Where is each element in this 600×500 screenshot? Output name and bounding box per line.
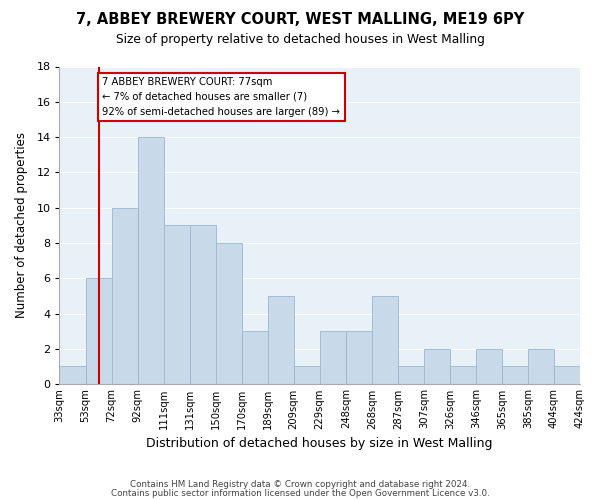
Text: Size of property relative to detached houses in West Malling: Size of property relative to detached ho… xyxy=(116,32,484,46)
Bar xyxy=(164,226,190,384)
Text: 7 ABBEY BREWERY COURT: 77sqm
← 7% of detached houses are smaller (7)
92% of semi: 7 ABBEY BREWERY COURT: 77sqm ← 7% of det… xyxy=(103,77,340,116)
Bar xyxy=(294,366,320,384)
Bar xyxy=(86,278,112,384)
X-axis label: Distribution of detached houses by size in West Malling: Distribution of detached houses by size … xyxy=(146,437,493,450)
Y-axis label: Number of detached properties: Number of detached properties xyxy=(15,132,28,318)
Text: 7, ABBEY BREWERY COURT, WEST MALLING, ME19 6PY: 7, ABBEY BREWERY COURT, WEST MALLING, ME… xyxy=(76,12,524,28)
Bar xyxy=(137,137,164,384)
Bar xyxy=(59,366,86,384)
Bar xyxy=(112,208,137,384)
Bar xyxy=(502,366,528,384)
Text: Contains HM Land Registry data © Crown copyright and database right 2024.: Contains HM Land Registry data © Crown c… xyxy=(130,480,470,489)
Bar xyxy=(398,366,424,384)
Bar xyxy=(554,366,580,384)
Bar xyxy=(372,296,398,384)
Bar xyxy=(242,331,268,384)
Bar xyxy=(528,349,554,384)
Bar xyxy=(346,331,372,384)
Bar xyxy=(190,226,215,384)
Bar xyxy=(424,349,450,384)
Bar xyxy=(215,243,242,384)
Bar xyxy=(268,296,294,384)
Bar xyxy=(320,331,346,384)
Bar xyxy=(476,349,502,384)
Bar xyxy=(450,366,476,384)
Text: Contains public sector information licensed under the Open Government Licence v3: Contains public sector information licen… xyxy=(110,489,490,498)
